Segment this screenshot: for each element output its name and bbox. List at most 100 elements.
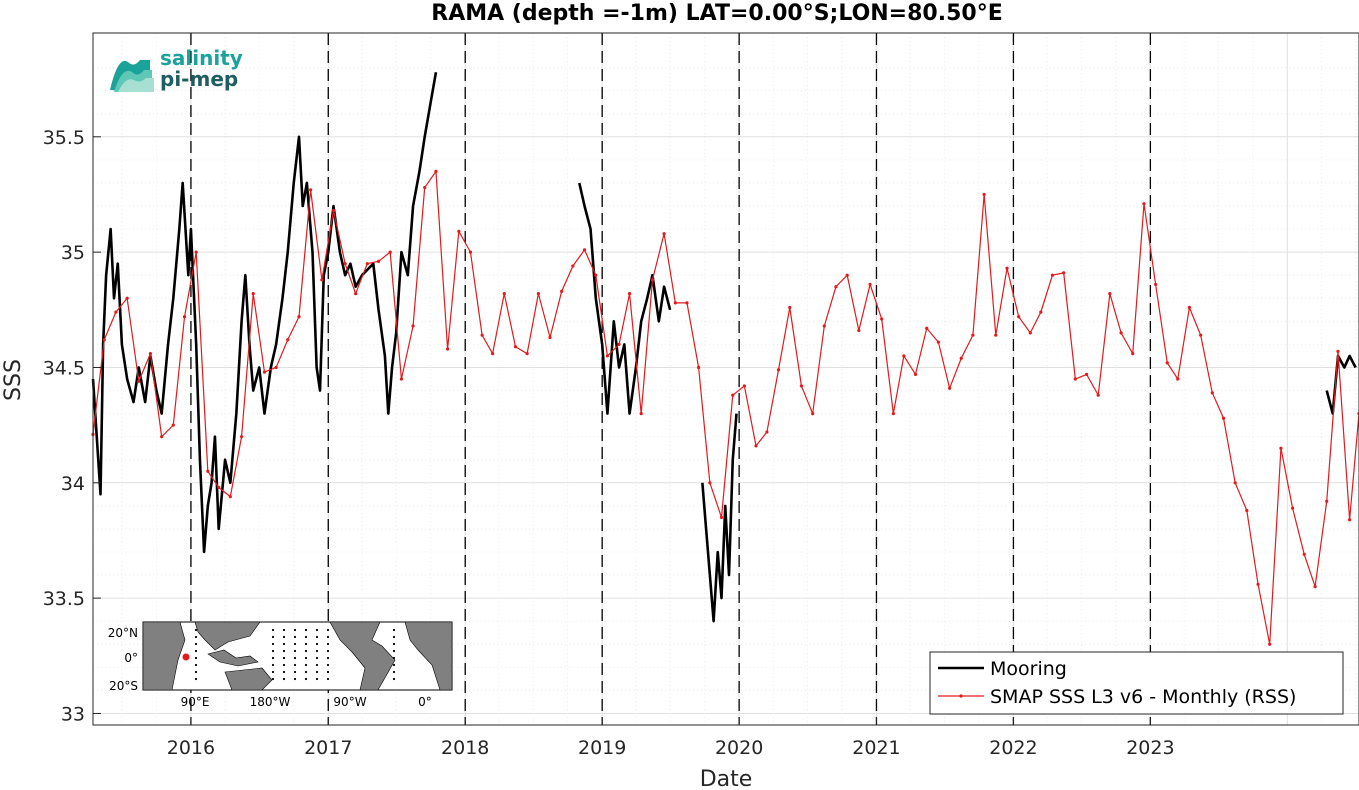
buoy-dot xyxy=(392,649,396,653)
y-tick-label: 34.5 xyxy=(43,357,85,379)
map-lat-label-0: 0° xyxy=(124,651,138,665)
smap-point xyxy=(1050,273,1055,277)
smap-point xyxy=(1154,282,1158,287)
smap-point xyxy=(297,315,301,319)
smap-point xyxy=(468,250,473,254)
smap-point xyxy=(1017,315,1021,319)
smap-point xyxy=(160,435,164,439)
smap-point xyxy=(1233,481,1237,485)
plot-frame xyxy=(92,32,1359,726)
buoy-dot xyxy=(293,670,297,674)
smap-point xyxy=(1108,292,1112,296)
buoy-dot xyxy=(282,635,286,639)
buoy-dot xyxy=(271,677,275,681)
smap-point xyxy=(1245,508,1249,513)
smap-point xyxy=(697,365,701,370)
waves-icon xyxy=(110,60,154,92)
smap-point xyxy=(776,368,781,372)
land-america xyxy=(329,621,396,691)
smap-point xyxy=(617,342,621,346)
smap-point xyxy=(206,469,210,473)
map-lon-label-90e: 90°E xyxy=(181,695,210,709)
x-tick-label: 2020 xyxy=(715,737,763,759)
legend-swatch-smap-marker xyxy=(959,694,963,698)
smap-point xyxy=(1336,349,1340,353)
y-tick-label: 33 xyxy=(61,703,85,725)
smap-point xyxy=(582,248,587,252)
smap-point xyxy=(627,292,632,296)
buoy-dot xyxy=(282,628,286,632)
smap-point xyxy=(742,384,746,388)
buoy-dot xyxy=(315,635,319,639)
logo-line1: salinity xyxy=(160,46,243,70)
smap-point xyxy=(913,372,918,376)
smap-point xyxy=(399,377,404,381)
buoy-dot xyxy=(304,663,308,667)
smap-point xyxy=(1221,416,1226,420)
smap-point xyxy=(799,384,804,388)
land-masses xyxy=(142,621,453,691)
buoy-dot xyxy=(194,670,198,674)
smap-point xyxy=(445,347,450,351)
x-axis-label: Date xyxy=(700,767,753,790)
smap-point xyxy=(1096,393,1100,397)
smap-point xyxy=(548,335,552,340)
buoy-dot xyxy=(304,628,308,632)
buoy-dot xyxy=(271,663,275,667)
smap-point xyxy=(822,324,826,328)
buoy-dot xyxy=(326,628,330,632)
y-axis-ticks: 33 33.5 34 34.5 35 35.5 xyxy=(43,127,101,725)
buoy-dot xyxy=(194,663,198,667)
smap-point xyxy=(1028,331,1032,335)
land-asia xyxy=(194,621,261,651)
x-tick-label: 2016 xyxy=(167,737,215,759)
smap-point xyxy=(1131,352,1135,356)
x-tick-label: 2023 xyxy=(1126,737,1174,759)
smap-point xyxy=(388,250,392,254)
buoy-dot xyxy=(282,670,286,674)
smap-point xyxy=(560,289,564,293)
smap-point xyxy=(902,354,906,358)
smap-point xyxy=(536,292,540,296)
buoy-dot xyxy=(194,677,198,681)
buoy-dot xyxy=(315,642,319,646)
x-tick-label: 2018 xyxy=(441,737,489,759)
smap-point xyxy=(1062,271,1066,275)
smap-point xyxy=(1199,333,1203,337)
buoy-dot xyxy=(194,642,198,646)
smap-point xyxy=(457,229,461,233)
smap-point xyxy=(1084,372,1089,376)
smap-point xyxy=(685,301,689,305)
x-tick-label: 2017 xyxy=(304,737,352,759)
smap-point xyxy=(194,250,198,254)
buoy-dot xyxy=(271,642,275,646)
mooring-series-line xyxy=(91,71,438,554)
smap-point xyxy=(309,188,313,192)
mooring-location-marker xyxy=(182,653,190,661)
smap-point xyxy=(982,192,986,197)
buoy-dot xyxy=(304,635,308,639)
smap-point xyxy=(320,278,324,282)
land-africa xyxy=(142,621,186,691)
buoy-dot xyxy=(293,628,297,632)
legend-box xyxy=(929,651,1344,715)
smap-point xyxy=(502,292,506,296)
buoy-dot xyxy=(194,656,198,660)
smap-point xyxy=(354,292,358,296)
smap-point xyxy=(1187,305,1191,310)
smap-point xyxy=(217,485,221,490)
land-europe-africa-east xyxy=(404,621,453,691)
buoy-dot xyxy=(271,628,275,632)
smap-point xyxy=(343,262,347,266)
buoy-dot xyxy=(315,649,319,653)
smap-point xyxy=(605,354,610,358)
smap-point xyxy=(513,345,518,349)
smap-point xyxy=(262,370,267,374)
logo-line2: pi-mep xyxy=(160,67,238,91)
buoy-dot xyxy=(326,656,330,660)
smap-point xyxy=(1073,377,1077,381)
buoy-dot xyxy=(271,670,275,674)
buoy-dot xyxy=(315,656,319,660)
buoy-dot xyxy=(392,642,396,646)
smap-point xyxy=(148,352,153,356)
